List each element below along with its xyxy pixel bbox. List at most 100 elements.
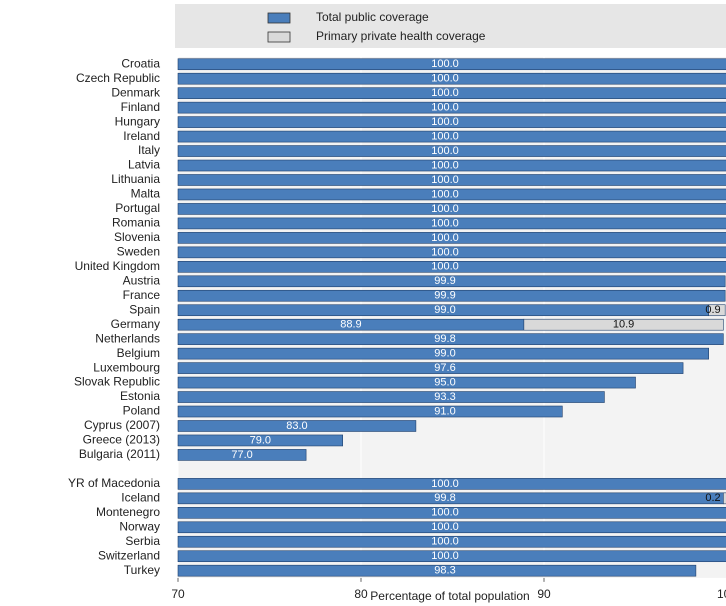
data-label: 100.0 bbox=[431, 73, 459, 85]
data-label: 100.0 bbox=[431, 188, 459, 200]
plot-area bbox=[178, 57, 726, 578]
y-tick-label: Sweden bbox=[117, 245, 160, 259]
y-tick-label: Norway bbox=[119, 519, 160, 533]
y-tick-label: Slovak Republic bbox=[74, 375, 160, 389]
data-label: 100.0 bbox=[431, 536, 459, 548]
bar bbox=[177, 87, 726, 99]
bar bbox=[177, 261, 726, 273]
y-tick-label: Turkey bbox=[124, 563, 160, 577]
data-label: 77.0 bbox=[231, 449, 252, 461]
y-tick-label: Latvia bbox=[128, 158, 160, 172]
data-label: 99.9 bbox=[434, 290, 455, 302]
bar bbox=[723, 492, 726, 505]
y-tick-label: Italy bbox=[138, 143, 160, 157]
data-label: 99.8 bbox=[434, 333, 455, 345]
y-tick-label: Netherlands bbox=[95, 331, 160, 345]
x-axis-label: Percentage of total population bbox=[370, 589, 529, 603]
bar bbox=[177, 420, 417, 432]
data-label: 100.0 bbox=[431, 87, 459, 99]
bar bbox=[708, 304, 726, 317]
x-tick-label: 80 bbox=[354, 587, 368, 601]
data-label: 97.6 bbox=[434, 362, 455, 374]
bar bbox=[177, 564, 697, 577]
data-label: 99.8 bbox=[434, 492, 455, 504]
data-label: 88.9 bbox=[340, 319, 361, 331]
bar bbox=[177, 145, 726, 157]
x-tick-label: 70 bbox=[171, 587, 185, 601]
y-tick-label: Greece (2013) bbox=[83, 433, 160, 447]
y-tick-label: Austria bbox=[123, 273, 161, 287]
legend-label: Primary private health coverage bbox=[316, 29, 486, 43]
y-tick-label: Montenegro bbox=[96, 505, 160, 519]
data-label: 99.0 bbox=[434, 304, 455, 316]
data-label: 100.0 bbox=[431, 550, 459, 562]
data-label: 100.0 bbox=[431, 174, 459, 186]
data-label: 100.0 bbox=[431, 102, 459, 114]
bar bbox=[177, 535, 726, 548]
bar bbox=[177, 333, 724, 345]
data-label: 100.0 bbox=[431, 232, 459, 244]
bar bbox=[177, 116, 726, 128]
bar bbox=[177, 289, 726, 302]
bar bbox=[177, 405, 563, 418]
bar bbox=[177, 58, 726, 71]
data-label: 100.0 bbox=[431, 116, 459, 128]
data-label: 100.0 bbox=[431, 478, 459, 490]
y-tick-label: Czech Republic bbox=[76, 71, 160, 85]
data-label: 100.0 bbox=[431, 203, 459, 215]
data-label: 0.2 bbox=[705, 492, 720, 504]
legend-swatch bbox=[267, 12, 291, 24]
y-tick-label: Ireland bbox=[123, 129, 160, 143]
bar bbox=[523, 318, 724, 331]
y-tick-label: Belgium bbox=[117, 346, 160, 360]
bar bbox=[177, 550, 726, 563]
bar bbox=[177, 275, 726, 288]
data-label: 100.0 bbox=[431, 507, 459, 519]
bar bbox=[177, 101, 726, 114]
bar bbox=[177, 232, 726, 244]
y-tick-label: France bbox=[123, 288, 161, 302]
bar bbox=[177, 362, 684, 374]
legend-box bbox=[175, 4, 726, 48]
y-tick-label: Lithuania bbox=[111, 172, 160, 186]
y-tick-label: Switzerland bbox=[98, 548, 160, 562]
data-label: 83.0 bbox=[286, 420, 307, 432]
bar bbox=[177, 159, 726, 172]
legend-swatch bbox=[267, 31, 291, 43]
y-tick-label: Spain bbox=[129, 302, 160, 316]
bar bbox=[177, 521, 726, 534]
bar bbox=[177, 478, 726, 490]
data-label: 100.0 bbox=[431, 521, 459, 533]
bar bbox=[177, 72, 726, 85]
data-label: 93.3 bbox=[434, 391, 455, 403]
bar bbox=[177, 391, 605, 403]
y-tick-label: Malta bbox=[131, 187, 161, 201]
y-tick-label: Iceland bbox=[121, 491, 160, 505]
y-tick-label: Romania bbox=[112, 216, 160, 230]
y-tick-label: Slovenia bbox=[114, 230, 160, 244]
y-tick-label: YR of Macedonia bbox=[68, 476, 160, 490]
data-label: 100.0 bbox=[431, 217, 459, 229]
data-label: 100.0 bbox=[431, 58, 459, 70]
y-tick-label: Germany bbox=[111, 317, 160, 331]
data-label: 98.3 bbox=[434, 565, 455, 577]
y-tick-label: Luxembourg bbox=[93, 360, 160, 374]
data-label: 99.0 bbox=[434, 348, 455, 360]
data-label: 0.9 bbox=[705, 304, 720, 316]
y-tick-label: Serbia bbox=[125, 534, 160, 548]
data-label: 100.0 bbox=[431, 145, 459, 157]
bar bbox=[177, 188, 726, 201]
bar bbox=[177, 217, 726, 230]
data-label: 99.9 bbox=[434, 275, 455, 287]
y-tick-label: United Kingdom bbox=[75, 259, 160, 273]
data-label: 100.0 bbox=[431, 159, 459, 171]
bar bbox=[177, 130, 726, 143]
data-label: 95.0 bbox=[434, 376, 455, 388]
data-label: 100.0 bbox=[431, 246, 459, 258]
data-label: 91.0 bbox=[434, 405, 455, 417]
legend-label: Total public coverage bbox=[316, 10, 429, 24]
data-label: 100.0 bbox=[431, 261, 459, 273]
y-tick-label: Poland bbox=[123, 404, 160, 418]
y-tick-label: Hungary bbox=[115, 114, 160, 128]
